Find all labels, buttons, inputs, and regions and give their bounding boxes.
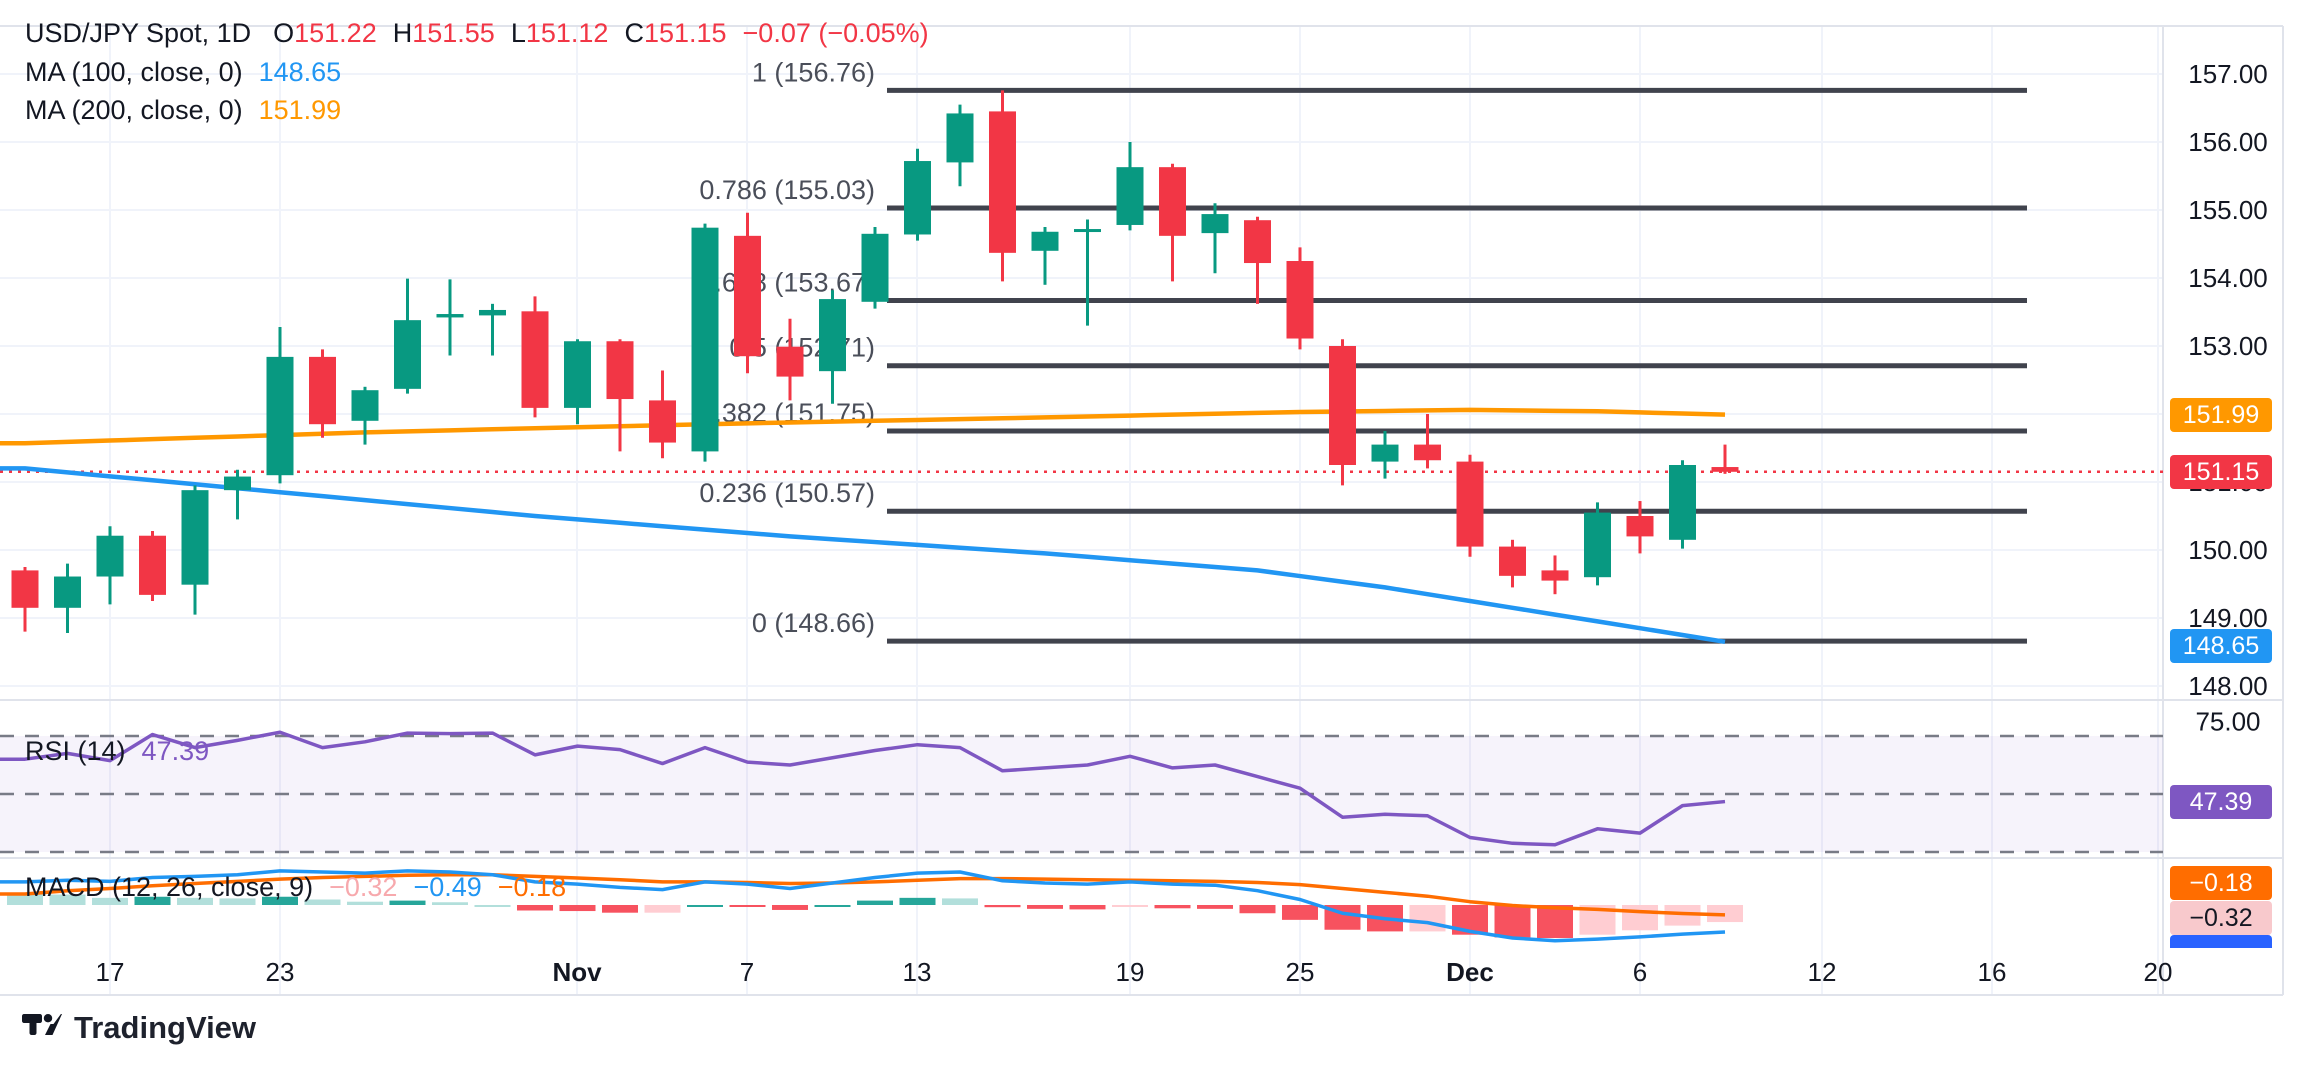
tradingview-logo-icon [22, 1014, 62, 1035]
svg-text:1 (156.76): 1 (156.76) [752, 57, 875, 87]
ohlc-high: H151.55 [392, 18, 495, 48]
svg-text:154.00: 154.00 [2188, 263, 2268, 293]
symbol-title: USD/JPY Spot, 1D [25, 18, 252, 48]
ohlc-close: C151.15 [624, 18, 727, 48]
macd-label: MACD (12, 26, close, 9) [25, 872, 314, 902]
svg-text:Nov: Nov [552, 957, 602, 987]
fib-retracement: 1 (156.76) 0.786 (155.03) 0.618 (153.67) 0.… [699, 57, 2027, 644]
svg-text:153.00: 153.00 [2188, 331, 2268, 361]
rsi-value-badge: 47.39 [2170, 785, 2272, 819]
ma200-price-badge: 151.99 [2170, 398, 2272, 432]
time-axis: 17 23 Nov 7 13 19 25 Dec 6 12 16 20 [96, 957, 2173, 987]
svg-text:148.00: 148.00 [2188, 671, 2268, 701]
svg-text:7: 7 [740, 957, 754, 987]
ma100-line [0, 466, 1726, 645]
ma200-legend[interactable]: MA (200, close, 0) 151.99 [25, 95, 341, 126]
macd-signal-value: −0.18 [497, 872, 567, 902]
ma100-legend[interactable]: MA (100, close, 0) 148.65 [25, 57, 341, 88]
svg-text:20: 20 [2144, 957, 2173, 987]
macd-line [0, 869, 1726, 943]
ma100-value: 148.65 [258, 57, 342, 87]
svg-text:155.00: 155.00 [2188, 195, 2268, 225]
macd-hist-value: −0.32 [329, 872, 398, 902]
rsi-legend[interactable]: RSI (14) 47.39 [25, 736, 209, 767]
svg-text:Dec: Dec [1446, 957, 1494, 987]
ma100-price-badge: 148.65 [2170, 629, 2272, 663]
footer-brand[interactable]: TradingView [22, 1010, 256, 1046]
rsi-value: 47.39 [141, 736, 210, 766]
ohlc-low: L151.12 [510, 18, 609, 48]
svg-text:19: 19 [1116, 957, 1145, 987]
svg-text:75.00: 75.00 [2195, 707, 2260, 737]
svg-text:23: 23 [266, 957, 295, 987]
svg-text:0.236 (150.57): 0.236 (150.57) [699, 478, 875, 508]
svg-text:157.00: 157.00 [2188, 59, 2268, 89]
rsi-label: RSI (14) [25, 736, 126, 766]
ma100-label: MA (100, close, 0) [25, 57, 243, 87]
svg-text:0 (148.66): 0 (148.66) [752, 608, 875, 638]
svg-text:13: 13 [903, 957, 932, 987]
svg-text:0.618 (153.67): 0.618 (153.67) [699, 267, 875, 297]
macd-legend[interactable]: MACD (12, 26, close, 9) −0.32 −0.49 −0.1… [25, 872, 566, 903]
ohlc-open: O151.22 [273, 18, 377, 48]
svg-text:25: 25 [1286, 957, 1315, 987]
rsi-line [0, 730, 1726, 847]
macd-signal-line [0, 873, 1726, 917]
svg-text:12: 12 [1808, 957, 1837, 987]
svg-text:150.00: 150.00 [2188, 535, 2268, 565]
svg-text:156.00: 156.00 [2188, 127, 2268, 157]
change-value: −0.07 (−0.05%) [742, 18, 929, 48]
macd-line-value: −0.49 [413, 872, 482, 902]
last-price-badge: 151.15 [2170, 455, 2272, 489]
main-legend[interactable]: USD/JPY Spot, 1D O151.22 H151.55 L151.12… [25, 18, 929, 49]
svg-text:16: 16 [1978, 957, 2007, 987]
macd-line-badge-clipped [2170, 935, 2272, 948]
brand-text: TradingView [74, 1010, 257, 1045]
ma200-value: 151.99 [258, 95, 342, 125]
svg-text:149.00: 149.00 [2188, 603, 2268, 633]
svg-text:6: 6 [1633, 957, 1647, 987]
ma200-label: MA (200, close, 0) [25, 95, 243, 125]
macd-hist-badge: −0.32 [2170, 901, 2272, 935]
svg-text:0.786 (155.03): 0.786 (155.03) [699, 175, 875, 205]
candles-layer [11, 90, 1739, 633]
svg-text:17: 17 [96, 957, 125, 987]
macd-signal-badge: −0.18 [2170, 866, 2272, 900]
